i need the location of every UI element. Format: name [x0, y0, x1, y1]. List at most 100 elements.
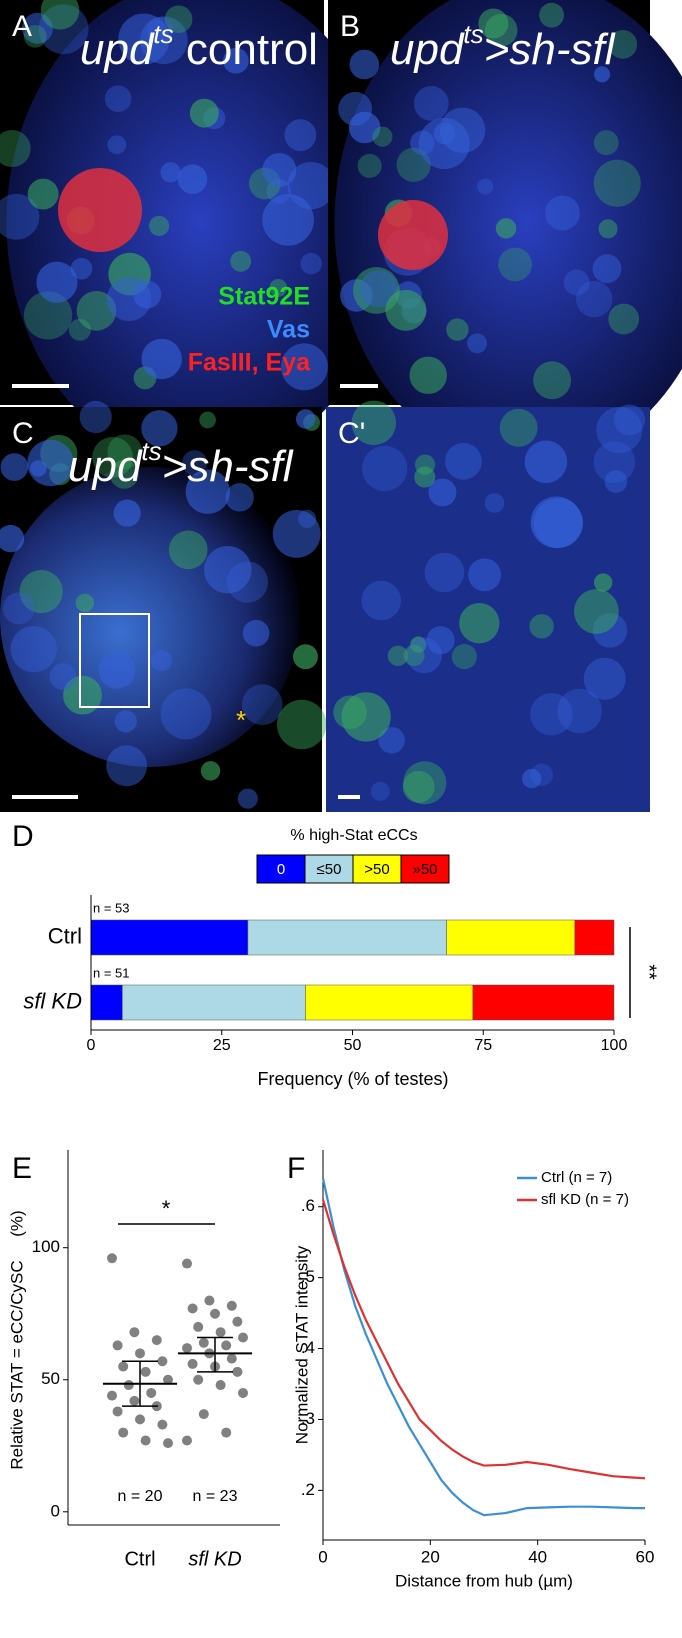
cell [387, 645, 409, 666]
x-tick-label: 40 [528, 1547, 547, 1566]
data-point [187, 1358, 198, 1369]
cell [27, 178, 59, 210]
cell [593, 130, 619, 156]
data-point [107, 1253, 117, 1264]
y-tick-label: 50 [41, 1369, 60, 1388]
cell [23, 24, 47, 48]
cell [225, 483, 254, 512]
cell [533, 361, 572, 400]
cell [498, 247, 532, 282]
n-label: n = 53 [93, 900, 130, 915]
x-tick-label: 50 [344, 1037, 362, 1054]
cell [608, 30, 638, 59]
legend-label: 0 [277, 861, 285, 878]
legend-label: »50 [412, 861, 437, 878]
cell [0, 453, 29, 481]
cell [477, 178, 494, 195]
cell [149, 215, 170, 236]
cell [141, 410, 178, 447]
cell [68, 318, 91, 341]
cell [598, 219, 618, 239]
cell [575, 280, 613, 318]
panel-letter: C' [338, 417, 365, 450]
bar-segment [90, 984, 123, 1021]
legend-swatch [400, 854, 450, 884]
cell [451, 644, 477, 670]
cell [104, 85, 132, 112]
cell [106, 745, 148, 787]
cell [608, 303, 640, 335]
legend-label: sfl KD (n = 7) [541, 1191, 629, 1208]
cell [446, 318, 469, 341]
panel-label: updts control [80, 19, 318, 74]
legend-title: % high-Stat eCCs [290, 827, 417, 844]
cell [521, 768, 542, 789]
cell [160, 688, 212, 740]
legend-swatch [256, 854, 306, 884]
cell [76, 290, 117, 331]
cell [168, 530, 208, 570]
cell [75, 593, 95, 613]
cell [604, 470, 628, 493]
significance: * [162, 1196, 171, 1221]
cell [484, 493, 505, 513]
legend-label: ≤50 [317, 861, 342, 878]
n-label: n = 20 [118, 1488, 163, 1505]
data-point [232, 1316, 243, 1327]
data-point [151, 1335, 162, 1346]
x-tick-label: 20 [421, 1547, 440, 1566]
data-point [129, 1395, 140, 1406]
cell [262, 153, 297, 187]
cell [0, 193, 40, 240]
cell [530, 496, 583, 549]
cell [484, 13, 518, 47]
data-point [210, 1308, 220, 1319]
cell [27, 439, 74, 487]
cell [592, 254, 622, 284]
y-axis-label: Relative STAT = eCC/CySC (%) [7, 1210, 26, 1469]
data-point [187, 1303, 198, 1314]
hub [378, 200, 448, 270]
cell [544, 195, 580, 231]
cell [428, 478, 457, 507]
cell [276, 699, 327, 750]
x-tick-label: 100 [601, 1037, 628, 1054]
y-tick-label: 0 [51, 1501, 60, 1520]
category-label: sfl KD [23, 988, 82, 1013]
data-point [135, 1348, 145, 1359]
cell [563, 269, 590, 296]
data-point [146, 1387, 157, 1398]
y-tick-label: .6 [301, 1196, 315, 1215]
cell [200, 761, 221, 781]
hub [58, 168, 142, 252]
x-tick-label: 0 [318, 1547, 327, 1566]
data-point [221, 1340, 232, 1351]
cell [539, 2, 564, 28]
cell [370, 781, 390, 801]
data-point [157, 1419, 168, 1430]
panel-label: updts>sh-sfl [68, 436, 294, 491]
data-point [123, 1380, 134, 1391]
cell [189, 98, 219, 128]
cell [109, 459, 139, 489]
cell [284, 119, 317, 151]
data-point [226, 1353, 237, 1364]
cell [426, 626, 455, 655]
significance: ** [638, 964, 660, 980]
data-point [163, 1438, 173, 1449]
cell [40, 0, 80, 30]
n-label: n = 23 [193, 1488, 238, 1505]
data-point [232, 1366, 243, 1377]
cell [413, 86, 449, 121]
y-tick-label: .4 [301, 1338, 315, 1357]
cell [150, 649, 173, 672]
cell [21, 12, 53, 44]
data-point [140, 1435, 151, 1446]
stain-label: FasIII, Eya [188, 349, 311, 377]
data-point [182, 1435, 192, 1446]
cell [262, 194, 314, 246]
data-point [215, 1327, 226, 1338]
cell [10, 626, 57, 673]
